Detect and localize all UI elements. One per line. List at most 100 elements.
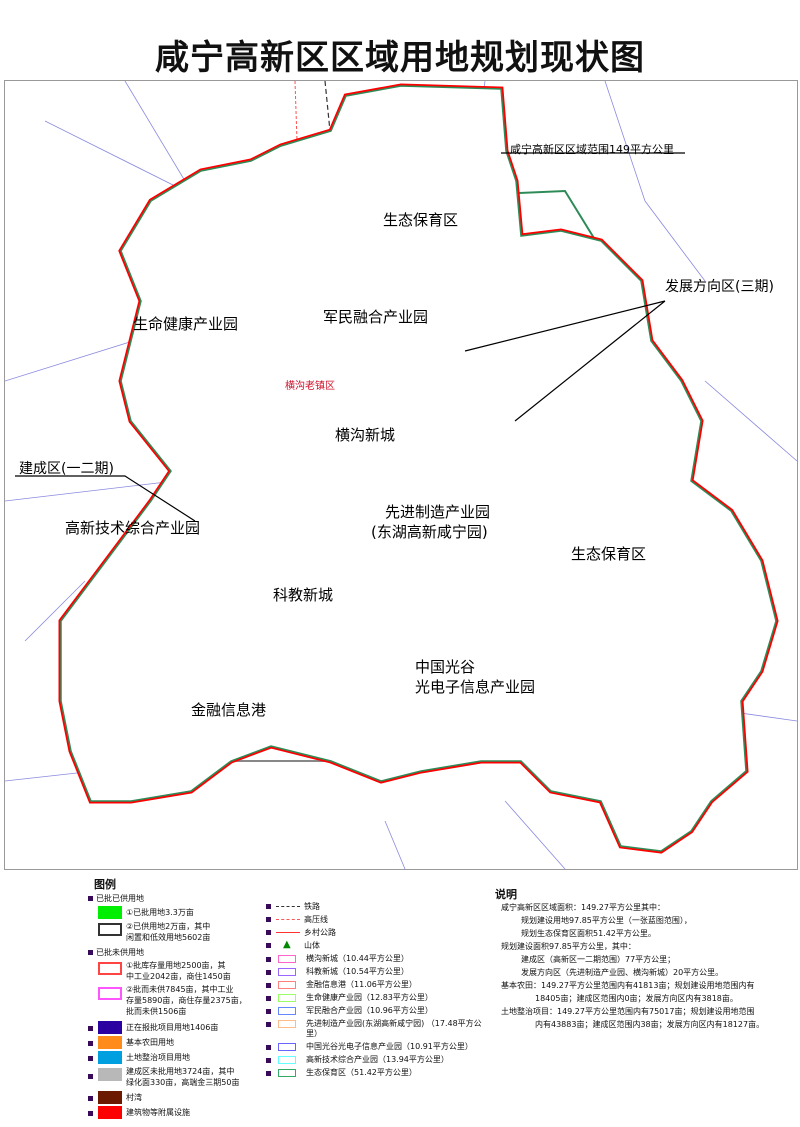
legend-label: 中工业2042亩，商住1450亩 [126,972,231,981]
legend-label: 批而未供1506亩 [126,1007,187,1016]
legend-bullet [266,1022,271,1027]
label-hitech: 高新技术综合产业园 [65,519,201,537]
swatch-zone [278,1020,296,1028]
note-line: 规划建设面积97.85平方公里，其中： [501,942,636,951]
swatch-supplied [98,923,122,936]
legend-label: 村湾 [126,1093,142,1102]
legend-bullet [266,943,271,948]
legend-zone-item: 科教新城（10.54平方公里） [266,967,486,977]
note-line: 规划建设用地97.85平方公里（一张蓝图范围）， [521,916,692,925]
legend-bullet [88,1111,93,1116]
legend-zone-label: 科教新城（10.54平方公里） [306,967,409,976]
legend-label: 山体 [304,941,320,950]
label-life-health: 生命健康产业园 [133,315,239,333]
legend-label: 铁路 [304,902,320,911]
legend-label: ①已批用地3.3万亩 [126,908,194,917]
note-line: 土地整治项目：149.27平方公里范围内有75017亩；规划建设用地范围 [501,1007,755,1016]
note-line: 规划生态保育区面积51.42平方公里。 [521,929,656,938]
swatch-powerline [276,919,300,920]
leader-line [15,475,196,522]
legend-zone-label: 横沟新城（10.44平方公里） [306,954,409,963]
swatch-village [98,1091,122,1104]
note-line: 基本农田：149.27平方公里范围内有41813亩；规划建设用地范围内有 [501,981,755,990]
legend-bullet [266,1045,271,1050]
label-optics-valley: 中国光谷 [415,658,476,676]
legend-label: 闲置和低效用地5602亩 [126,933,211,942]
mountain-icon: ▲ [283,939,291,950]
legend-bullet [266,1009,271,1014]
label-advanced-mfg-sub: (东湖高新咸宁园) [371,523,488,541]
map-title: 咸宁高新区区域用地规划现状图 [155,38,645,78]
legend-bullet [266,957,271,962]
note-line: 咸宁高新区区域面积：149.27平方公里其中： [501,903,665,912]
legend-label: ①批库存量用地2500亩，其 [126,961,226,970]
legend-bullet [266,996,271,1001]
legend-zone-label: 金融信息港（11.06平方公里） [306,980,417,989]
legend-label: 建筑物等附属设施 [126,1108,190,1117]
legend-bullet [266,1058,271,1063]
swatch-unsupplied [98,987,122,1000]
legend-bullet [88,1026,93,1031]
legend-zone-item: 横沟新城（10.44平方公里） [266,954,486,964]
legend-label: 存量5890亩，商住存量2375亩， [126,996,247,1005]
label-eco-east: 生态保育区 [571,545,647,563]
label-science-edu: 科教新城 [273,586,334,604]
legend-label: 土地整治项目用地 [126,1053,190,1062]
swatch-zone [278,994,296,1002]
swatch-unapproved [98,1068,122,1081]
swatch-zone [278,1007,296,1015]
legend-zone-item: 金融信息港（11.06平方公里） [266,980,486,990]
label-dev-area: 发展方向区(三期) [665,279,774,295]
note-line: 内有43883亩；建成区范围内38亩；发展方向区内有18127亩。 [535,1020,765,1029]
legend-label: 建成区未批用地3724亩，其中 [126,1067,235,1076]
map-frame: 咸宁高新区区域范围149平方公里 生态保育区 发展方向区(三期) 生命健康产业园… [4,80,798,870]
swatch-farmland [98,1036,122,1049]
label-eco-north: 生态保育区 [383,211,459,229]
legend-bullet [266,904,271,909]
legend-zone-label: 军民融合产业园（10.96平方公里） [306,1006,433,1015]
legend-zone-label: 中国光谷光电子信息产业园（10.91平方公里） [306,1042,473,1051]
legend-bullet [88,896,93,901]
label-advanced-mfg: 先进制造产业园 [385,503,491,521]
swatch-road [276,932,300,933]
legend-zone-label: 生命健康产业园（12.83平方公里） [306,993,433,1002]
label-military: 军民融合产业园 [323,308,429,326]
legend-bullet [266,1071,271,1076]
legend-zone-item: 军民融合产业园（10.96平方公里） [266,1006,486,1016]
leader-line [464,300,666,422]
legend-zone-item: 高新技术综合产业园（13.94平方公里） [266,1055,486,1065]
legend-zone-label: 先进制造产业园(东湖高新咸宁园) （17.48平方公里） [306,1019,482,1038]
label-scope: 咸宁高新区区域范围149平方公里 [510,143,674,156]
swatch-pending [98,1021,122,1034]
legend-title: 图例 [94,878,116,891]
legend-bullet [88,1041,93,1046]
legend-zone-label: 生态保育区（51.42平方公里） [306,1068,417,1077]
legend-zone-item: 中国光谷光电子信息产业园（10.91平方公里） [266,1042,486,1052]
label-old-town: 横沟老镇区 [285,381,335,392]
legend-label: 乡村公路 [304,928,336,937]
legend-zone-item: 先进制造产业园(东湖高新咸宁园) （17.48平方公里） [266,1019,486,1039]
legend-bullet [266,930,271,935]
land-use-map [5,81,797,869]
swatch-zone [278,981,296,989]
note-line: 18405亩；建成区范围内0亩；发展方向区内有3818亩。 [535,994,738,1003]
legend-bullet [266,983,271,988]
legend-label: 基本农田用地 [126,1038,174,1047]
swatch-zone [278,1043,296,1051]
swatch-consolidation [98,1051,122,1064]
swatch-zone [278,1069,296,1077]
note-line: 发展方向区（先进制造产业园、横沟新城）20平方公里。 [521,968,724,977]
legend-bullet [88,1056,93,1061]
legend-zone-item: 生态保育区（51.42平方公里） [266,1068,486,1078]
notes: 说明 咸宁高新区区域面积：149.27平方公里其中： 规划建设用地97.85平方公… [495,888,764,1031]
legend-bullet [88,1096,93,1101]
eco-boundary [60,85,777,852]
zone-legend: 横沟新城（10.44平方公里） 科教新城（10.54平方公里） 金融信息港（11… [266,954,486,1081]
swatch-railway [276,906,300,907]
swatch-zone [278,955,296,963]
legend-label: ②已供用地2万亩，其中 [126,922,211,931]
legend-group: 已批已供用地 [96,894,144,903]
legend-group: 已批未供用地 [96,948,144,957]
legend-label: 正在报批项目用地1406亩 [126,1023,219,1032]
